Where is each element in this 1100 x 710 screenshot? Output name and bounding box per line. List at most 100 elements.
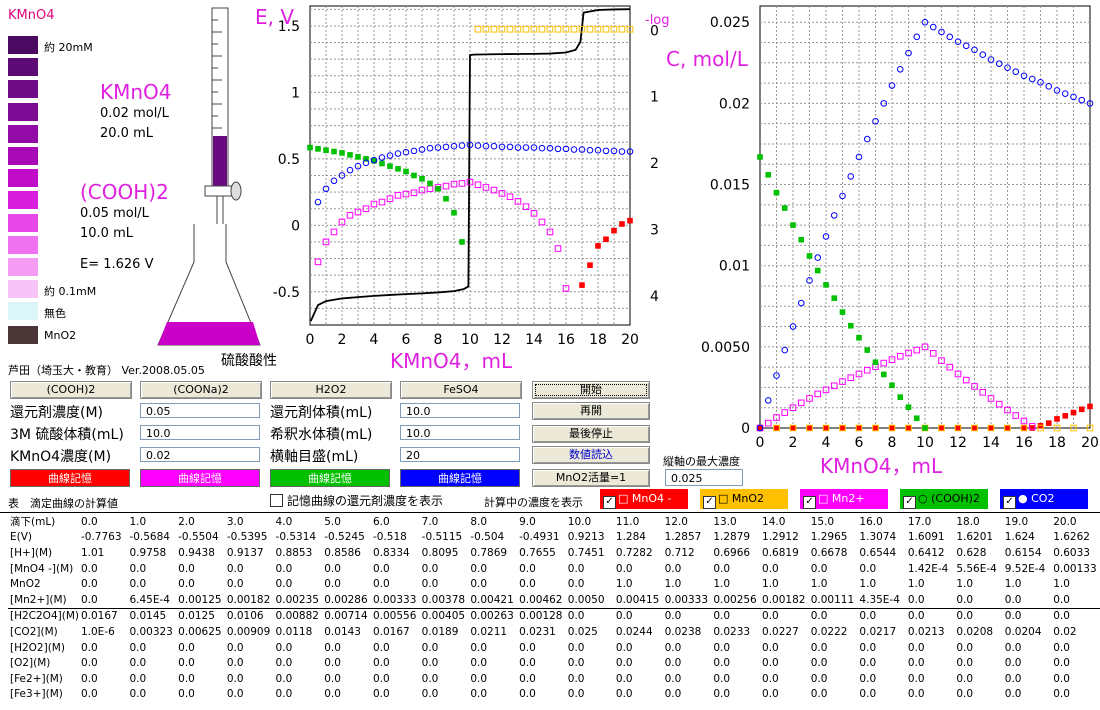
table-cell: 0.0 [810,688,828,701]
table-cell: 0.0 [615,672,633,685]
data-point [905,49,912,57]
kmno4-conc-field[interactable]: 0.02 [140,447,260,462]
stop-at-end-button[interactable]: 最後停止 [532,425,650,443]
data-point [538,218,546,226]
table-cell: -0.4931 [519,531,560,544]
data-point [847,322,854,329]
legend-oxalic-acid[interactable]: ✓ ○ (COOH)2 [900,489,988,509]
table-cell: 0.0 [567,688,585,701]
table-cell: 1.0 [129,515,147,528]
table-row: [O2](M) 0.0 0.0 0.0 0.0 0.0 0.0 0.0 0.0 0.0 0.0 0.0… [8,655,1100,671]
table-cell: 15.0 [810,515,835,528]
data-point [938,28,945,36]
table-cell: 0.0 [859,641,877,654]
table-cell: 1.0 [1053,578,1070,591]
legend-co2[interactable]: ✓ ● CO2 [1000,489,1088,509]
legend-checkbox[interactable]: ✓ [703,496,716,509]
data-point [987,56,995,63]
row-header: [Mn2+](M) [10,593,67,606]
data-point [506,193,514,201]
data-point [971,383,978,390]
x-tick-label: 2 [338,332,347,348]
table-cell: 0.0 [519,641,536,654]
credit-text: 芦田（埼玉大・教育） Ver.2008.05.05 [8,364,205,377]
table-cell: 0.0 [664,562,682,575]
legend-checkbox[interactable]: ✓ [1003,496,1016,509]
table-cell: 0.0213 [907,625,945,638]
table-cell: 0.0 [664,641,682,654]
data-point [410,147,418,155]
legend-mno2[interactable]: ✓ □ MnO2 [700,489,788,509]
reagent-button-feso4[interactable]: FeSO4 [400,381,522,399]
memo-curve-button-magenta[interactable]: 曲線記憶 [140,469,260,487]
data-point [872,359,879,366]
table-cell: 0.6033 [1053,546,1090,559]
data-point [514,144,522,151]
dilution-volume-field[interactable]: 10.0 [400,425,520,440]
reagent-button-sodium-oxalate[interactable]: (COONa)2 [140,381,262,399]
table-cell: 11.0 [615,515,640,528]
table-cell: 0.0204 [1004,625,1042,638]
acid-volume-field[interactable]: 10.0 [140,425,260,440]
table-cell: 9.0 [519,515,536,528]
memo-curve-button-red[interactable]: 曲線記憶 [10,469,130,487]
data-point [1070,424,1077,432]
data-point [1021,425,1027,431]
reductant-volume-field[interactable]: 10.0 [400,403,520,418]
legend-mno4[interactable]: ✓ □ MnO4 - [600,489,688,509]
resume-button[interactable]: 再開 [532,402,650,420]
data-point [855,424,863,432]
data-point [618,25,626,33]
memo-curve-button-green[interactable]: 曲線記憶 [270,469,390,487]
show-memo-conc-checkbox[interactable]: 記憶曲線の還元剤濃度を表示 [270,492,443,509]
data-point [538,25,546,33]
table-cell: 0.0 [907,688,925,701]
table-cell: -0.5395 [226,531,268,544]
legend-checkbox[interactable]: ✓ [803,496,816,509]
table-cell: 0.0 [421,562,439,575]
table-cell: 0.00286 [324,593,368,606]
max-conc-field[interactable]: 0.025 [665,469,743,486]
legend-checkbox[interactable]: ✓ [603,496,616,509]
mno2-activity-button[interactable]: MnO2活量=1 [532,469,650,487]
table-cell: 0.0 [956,657,974,670]
table-cell: 0.0 [421,672,439,685]
table-cell: 1.0 [810,578,828,591]
data-point [579,282,585,288]
table-cell: 0.0 [859,562,877,575]
table-row: [H2C2O4](M) 0.0167 0.0145 0.0125 0.0106 0.008… [8,608,1100,624]
data-point [913,415,920,422]
data-point [880,359,888,367]
data-point [897,394,904,400]
table-cell: 0.0 [1053,657,1070,670]
table-cell: 0.0 [1004,688,1022,701]
color-scale-swatch [8,36,38,54]
table-cell: 0.0 [567,657,585,670]
data-point [546,228,554,236]
table-cell: 0.0 [421,688,439,701]
data-point [1086,100,1094,107]
table-cell: 0.0 [324,672,341,685]
table-cell: 0.0 [1004,610,1022,623]
data-point [610,147,618,155]
table-cell: 0.0 [907,641,925,654]
start-button[interactable]: 開始 [532,381,650,399]
load-values-button[interactable]: 数値読込 [532,446,650,464]
axis-scale-field[interactable]: 20 [400,447,520,462]
data-point [789,424,797,432]
legend-checkbox[interactable]: ✓ [903,496,916,509]
legend-mn2[interactable]: ✓ □ Mn2+ [800,489,888,509]
checkbox-box[interactable] [270,494,283,507]
data-point [458,180,466,187]
reagent-button-h2o2[interactable]: H2O2 [270,381,392,399]
table-cell: 20.0 [1053,515,1077,528]
reductant-conc-field[interactable]: 0.05 [140,403,260,418]
data-point [378,198,386,206]
reagent-button-oxalic-acid[interactable]: (COOH)2 [10,381,132,399]
table-cell: 7.0 [421,515,439,528]
data-point [626,25,634,33]
memo-curve-button-blue[interactable]: 曲線記憶 [400,469,520,487]
data-point [1004,425,1011,431]
table-cell: 0.0 [1004,593,1022,606]
data-point [888,424,896,432]
